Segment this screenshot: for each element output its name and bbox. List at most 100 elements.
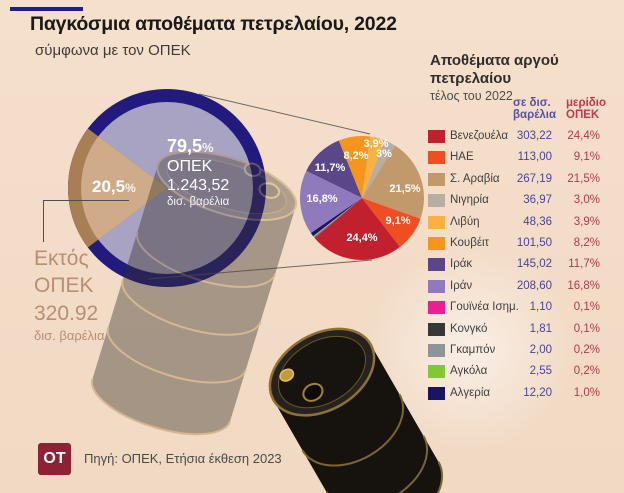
source-text: Πηγή: ΟΠΕΚ, Ετήσια έκθεση 2023 <box>84 451 282 466</box>
opec-share-value: 8,2% <box>573 236 600 249</box>
legend-swatch-icon <box>428 130 445 143</box>
column-header-share: μερίδιο ΟΠΕΚ <box>566 97 606 121</box>
country-label: Κονγκό <box>450 322 488 335</box>
percent-sign: % <box>202 140 214 155</box>
reserves-value: 2,00 <box>529 343 552 356</box>
reserves-value: 12,20 <box>523 386 552 399</box>
country-label: Σ. Αραβία <box>450 172 500 185</box>
pie-slice-Γουϊνέα-Ισημ. <box>314 198 362 238</box>
pie-slice-label: 9,1% <box>385 215 411 227</box>
column-header-share-line2: ΟΠΕΚ <box>566 109 600 121</box>
reserves-value: 1,10 <box>529 301 552 314</box>
legend-swatch-icon <box>428 215 445 229</box>
country-label: Κουβέιτ <box>450 236 490 249</box>
column-header-barrels: σε δισ. βαρέλια <box>513 97 556 121</box>
legend-swatch-icon <box>428 343 445 357</box>
country-label: Ιράν <box>450 279 473 292</box>
connector-line-top <box>198 93 371 135</box>
oil-barrel-small-icon <box>268 327 444 493</box>
pie-slice-label: 24,4% <box>346 232 378 244</box>
table-row: Αγκόλα 2,55 0,2% <box>428 361 600 382</box>
pie-slice-Νιγηρία <box>362 140 396 198</box>
country-label: ΗΑΕ <box>450 151 474 164</box>
page-subtitle: σύμφωνα με τον ΟΠΕΚ <box>35 42 191 59</box>
legend-swatch-icon <box>428 279 445 293</box>
accent-line <box>10 7 83 11</box>
pie-slice-Αγκόλα <box>313 198 362 237</box>
legend-swatch-icon <box>428 322 445 336</box>
opec-share-value: 0,1% <box>573 301 600 314</box>
opec-share-value: 0,2% <box>573 343 600 356</box>
callout-unit: δισ. βαρέλια <box>34 328 105 343</box>
reserves-value: 113,00 <box>517 151 552 164</box>
pie-slice-Ιράκ <box>306 140 362 198</box>
country-label: Γουϊνέα Ισημ. <box>450 301 519 314</box>
country-label: Νιγηρία <box>450 194 489 207</box>
table-subtitle: τέλος του 2022 <box>430 89 513 103</box>
table-row: Αλγερία 12,20 1,0% <box>428 383 600 404</box>
oil-barrel-large-icon <box>90 150 298 436</box>
pie-slice-Λιβύη <box>362 136 385 198</box>
legend-swatch-icon <box>428 194 445 208</box>
column-header-share-line1: μερίδιο <box>566 97 606 109</box>
pie-slice-Κονγκό <box>314 198 362 238</box>
opec-share-pct: 79,5% <box>167 137 229 157</box>
pie-slice-Ιράν <box>300 170 362 233</box>
table-row: Κουβέιτ 101,50 8,2% <box>428 233 600 254</box>
reserves-value: 267,19 <box>516 172 552 185</box>
non-opec-share-pct: 20,5% <box>92 177 136 197</box>
opec-share-value: 1,0% <box>573 386 600 399</box>
table-row: Ιράν 208,60 16,8% <box>428 276 600 297</box>
table-row: Σ. Αραβία 267,19 21,5% <box>428 169 600 190</box>
opec-share-value: 21,5% <box>567 172 600 185</box>
table-row: Γουϊνέα Ισημ. 1,10 0,1% <box>428 297 600 318</box>
table-row: Ιράκ 145,02 11,7% <box>428 254 600 275</box>
pie-slice-Κουβέιτ <box>338 136 371 198</box>
table-row: Γκαμπόν 2,00 0,2% <box>428 340 600 361</box>
legend-swatch-icon <box>428 386 445 400</box>
country-label: Αγκόλα <box>450 365 488 378</box>
legend-swatch-icon <box>428 365 445 379</box>
non-opec-pct-value: 20,5 <box>92 177 126 196</box>
reserves-value: 145,02 <box>516 258 552 271</box>
table-row: ΗΑΕ 113,00 9,1% <box>428 147 600 168</box>
pie-slice-ΗΑΕ <box>362 198 421 248</box>
country-label: Αλγερία <box>450 386 491 399</box>
opec-share-value: 0,2% <box>573 365 600 378</box>
connector-lines <box>147 93 373 280</box>
world-reserves-donut <box>68 89 266 287</box>
opec-reserves-unit: δισ. βαρέλια <box>167 196 230 208</box>
opec-share-value: 11,7% <box>568 258 600 271</box>
country-label: Λιβύη <box>450 215 480 228</box>
ot-logo: OT <box>38 443 71 475</box>
table-row: Λιβύη 48,36 3,9% <box>428 212 600 233</box>
column-header-barrels-line1: σε δισ. <box>513 97 551 109</box>
reserves-value: 36,97 <box>523 194 552 207</box>
pie-slice-label: 16,8% <box>306 193 338 205</box>
opec-share-value: 3,0% <box>573 194 600 207</box>
callout-line2: ΟΠΕΚ <box>34 274 94 297</box>
table-title: Αποθέματα αργού πετρελαίου <box>430 52 559 88</box>
reserves-value: 303,22 <box>516 130 552 142</box>
pie-slice-label: 8,2% <box>343 150 369 162</box>
table-row: Βενεζουέλα 303,22 24,4% <box>428 126 600 147</box>
opec-share-value: 16,8% <box>567 279 600 292</box>
pie-slice-Γκαμπόν <box>313 198 362 238</box>
table-title-line1: Αποθέματα αργού <box>430 52 559 69</box>
reserves-value: 208,60 <box>516 279 552 292</box>
table-row: Νιγηρία 36,97 3,0% <box>428 190 600 211</box>
legend-swatch-icon <box>428 258 445 272</box>
opec-share-block: 79,5% ΟΠΕΚ 1.243,52 δισ. βαρέλια <box>167 137 229 209</box>
reserves-table: Βενεζουέλα 303,22 24,4% ΗΑΕ 113,00 9,1% Σ. Α… <box>428 126 600 404</box>
country-label: Γκαμπόν <box>450 343 496 356</box>
reserves-value: 1,81 <box>529 322 552 335</box>
legend-swatch-icon <box>428 151 445 165</box>
connector-line-bottom <box>147 259 373 280</box>
pie-slice-label: 3% <box>376 148 392 160</box>
column-header-barrels-line2: βαρέλια <box>513 109 557 121</box>
table-title-line2: πετρελαίου <box>430 70 512 87</box>
opec-reserves-value: 1.243,52 <box>167 177 230 194</box>
opec-share-value: 9,1% <box>573 151 600 164</box>
pie-slice-label: 21,5% <box>389 183 421 195</box>
